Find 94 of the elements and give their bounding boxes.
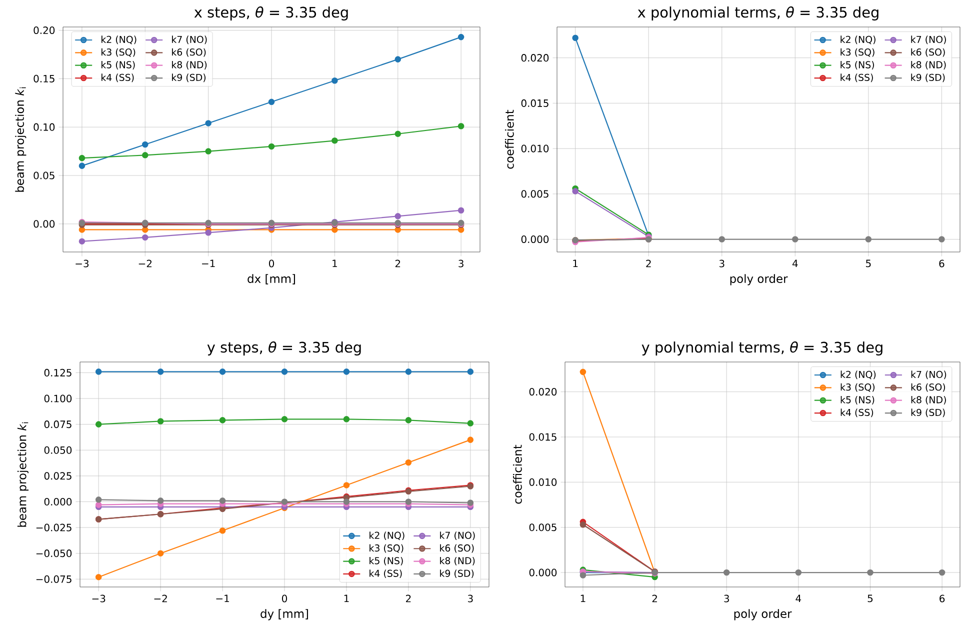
legend-label: k2 (NQ) <box>101 36 136 44</box>
y-tick-label: −0.025 <box>36 524 72 532</box>
y-tick-label: 0.020 <box>529 388 557 396</box>
x-tick-label: 2 <box>406 594 411 602</box>
x-tick-label: 4 <box>792 260 798 268</box>
legend-label: k9 (SD) <box>440 570 474 578</box>
y-tick-label: 0.010 <box>529 478 557 486</box>
legend-label: k6 (SO) <box>911 383 946 392</box>
legend-label: k7 (NO) <box>172 36 207 44</box>
y-tick-label: 0.20 <box>34 26 55 34</box>
legend-label: k5 (NS) <box>101 61 135 70</box>
legend-label: k2 (NQ) <box>840 370 876 380</box>
legend-label: k4 (SS) <box>840 74 873 82</box>
x-tick-label: −1 <box>202 260 215 268</box>
y-tick-label: 0.000 <box>529 568 557 576</box>
y-tick-label: 0.125 <box>44 368 72 376</box>
x-tick-label: −2 <box>154 594 167 602</box>
legend-label: k3 (SQ) <box>840 383 875 392</box>
chart-title: x steps, θ = 3.35 deg <box>194 6 348 20</box>
y-axis-title: coefficient <box>513 444 522 504</box>
legend-label: k7 (NO) <box>911 36 946 44</box>
legend-label: k4 (SS) <box>370 570 402 578</box>
y-tick-label: 0.050 <box>44 446 72 454</box>
legend-label: k6 (SO) <box>440 544 474 553</box>
x-tick-label: 0 <box>268 260 274 268</box>
legend-label: k3 (SQ) <box>840 48 874 57</box>
y-tick-label: 0.100 <box>44 394 72 402</box>
x-tick-label: 2 <box>652 594 657 602</box>
y-tick-label: 0.010 <box>521 144 549 152</box>
x-tick-label: −2 <box>138 260 152 268</box>
x-tick-label: −1 <box>216 594 229 602</box>
y-tick-label: 0.005 <box>521 190 548 198</box>
y-tick-label: −0.050 <box>36 550 72 558</box>
x-tick-label: 5 <box>866 260 871 268</box>
y-tick-label: 0.00 <box>34 220 55 228</box>
x-tick-label: 3 <box>719 260 724 268</box>
x-tick-label: 4 <box>796 594 802 602</box>
y-tick-label: 0.05 <box>34 172 54 180</box>
y-tick-label: 0.000 <box>521 236 549 244</box>
x-axis-title: dx [mm] <box>248 274 295 284</box>
x-tick-label: 1 <box>573 260 578 268</box>
legend-label: k3 (SQ) <box>370 544 404 553</box>
x-tick-label: 3 <box>468 594 473 602</box>
chart-title: x polynomial terms, θ = 3.35 deg <box>638 6 878 20</box>
x-tick-label: 5 <box>868 594 873 602</box>
x-tick-label: 3 <box>724 594 729 602</box>
y-tick-label: 0.025 <box>44 472 72 480</box>
y-tick-label: 0.020 <box>521 54 549 62</box>
x-tick-label: −3 <box>92 594 106 602</box>
legend-label: k8 (ND) <box>911 61 946 70</box>
legend-label: k2 (NQ) <box>840 36 876 44</box>
x-tick-label: 6 <box>939 260 944 268</box>
y-axis-title: beam projection k$_{i}$ <box>17 422 29 527</box>
legend-label: k3 (SQ) <box>101 48 136 57</box>
legend-label: k5 (NS) <box>840 396 874 404</box>
legend-label: k6 (SO) <box>911 48 945 57</box>
x-tick-label: 1 <box>580 594 586 602</box>
x-axis-title: poly order <box>730 274 788 286</box>
legend-label: k8 (ND) <box>440 556 475 566</box>
y-tick-label: −0.075 <box>36 575 72 583</box>
legend-label: k2 (NQ) <box>370 532 404 540</box>
x-axis-title: poly order <box>734 609 792 620</box>
chart-title: y steps, θ = 3.35 deg <box>207 341 361 356</box>
legend-label: k7 (NO) <box>911 370 946 380</box>
legend-label: k8 (ND) <box>172 61 207 70</box>
legend-label: k9 (SD) <box>911 74 945 82</box>
x-tick-label: 1 <box>344 594 349 602</box>
x-tick-label: 3 <box>458 260 464 268</box>
y-tick-label: 0.000 <box>44 498 72 506</box>
y-axis-title: beam projection k$_{i}$ <box>15 87 26 192</box>
x-tick-label: 2 <box>395 260 400 268</box>
y-tick-label: 0.015 <box>529 433 556 441</box>
legend-label: k9 (SD) <box>911 408 945 418</box>
y-tick-label: 0.075 <box>44 420 72 428</box>
y-tick-label: 0.10 <box>34 123 55 131</box>
x-tick-label: 6 <box>940 594 945 602</box>
x-axis-title: dy [mm] <box>260 609 308 620</box>
legend-label: k6 (SO) <box>172 48 206 57</box>
x-tick-label: 1 <box>332 260 337 268</box>
legend-label: k5 (NS) <box>370 556 403 566</box>
legend-label: k8 (ND) <box>911 396 946 404</box>
x-tick-label: −3 <box>76 260 89 268</box>
x-tick-label: 0 <box>282 594 288 602</box>
y-tick-label: 0.15 <box>34 74 54 82</box>
y-tick-label: 0.005 <box>529 524 556 532</box>
legend-label: k4 (SS) <box>101 74 134 82</box>
legend-label: k5 (NS) <box>840 61 874 70</box>
legend-label: k9 (SD) <box>172 74 206 82</box>
legend-label: k4 (SS) <box>840 408 874 418</box>
chart-title: y polynomial terms, θ = 3.35 deg <box>642 341 882 356</box>
legend-label: k7 (NO) <box>440 532 475 540</box>
x-tick-label: 2 <box>646 260 651 268</box>
y-tick-label: 0.015 <box>521 99 548 107</box>
y-axis-title: coefficient <box>505 110 514 169</box>
